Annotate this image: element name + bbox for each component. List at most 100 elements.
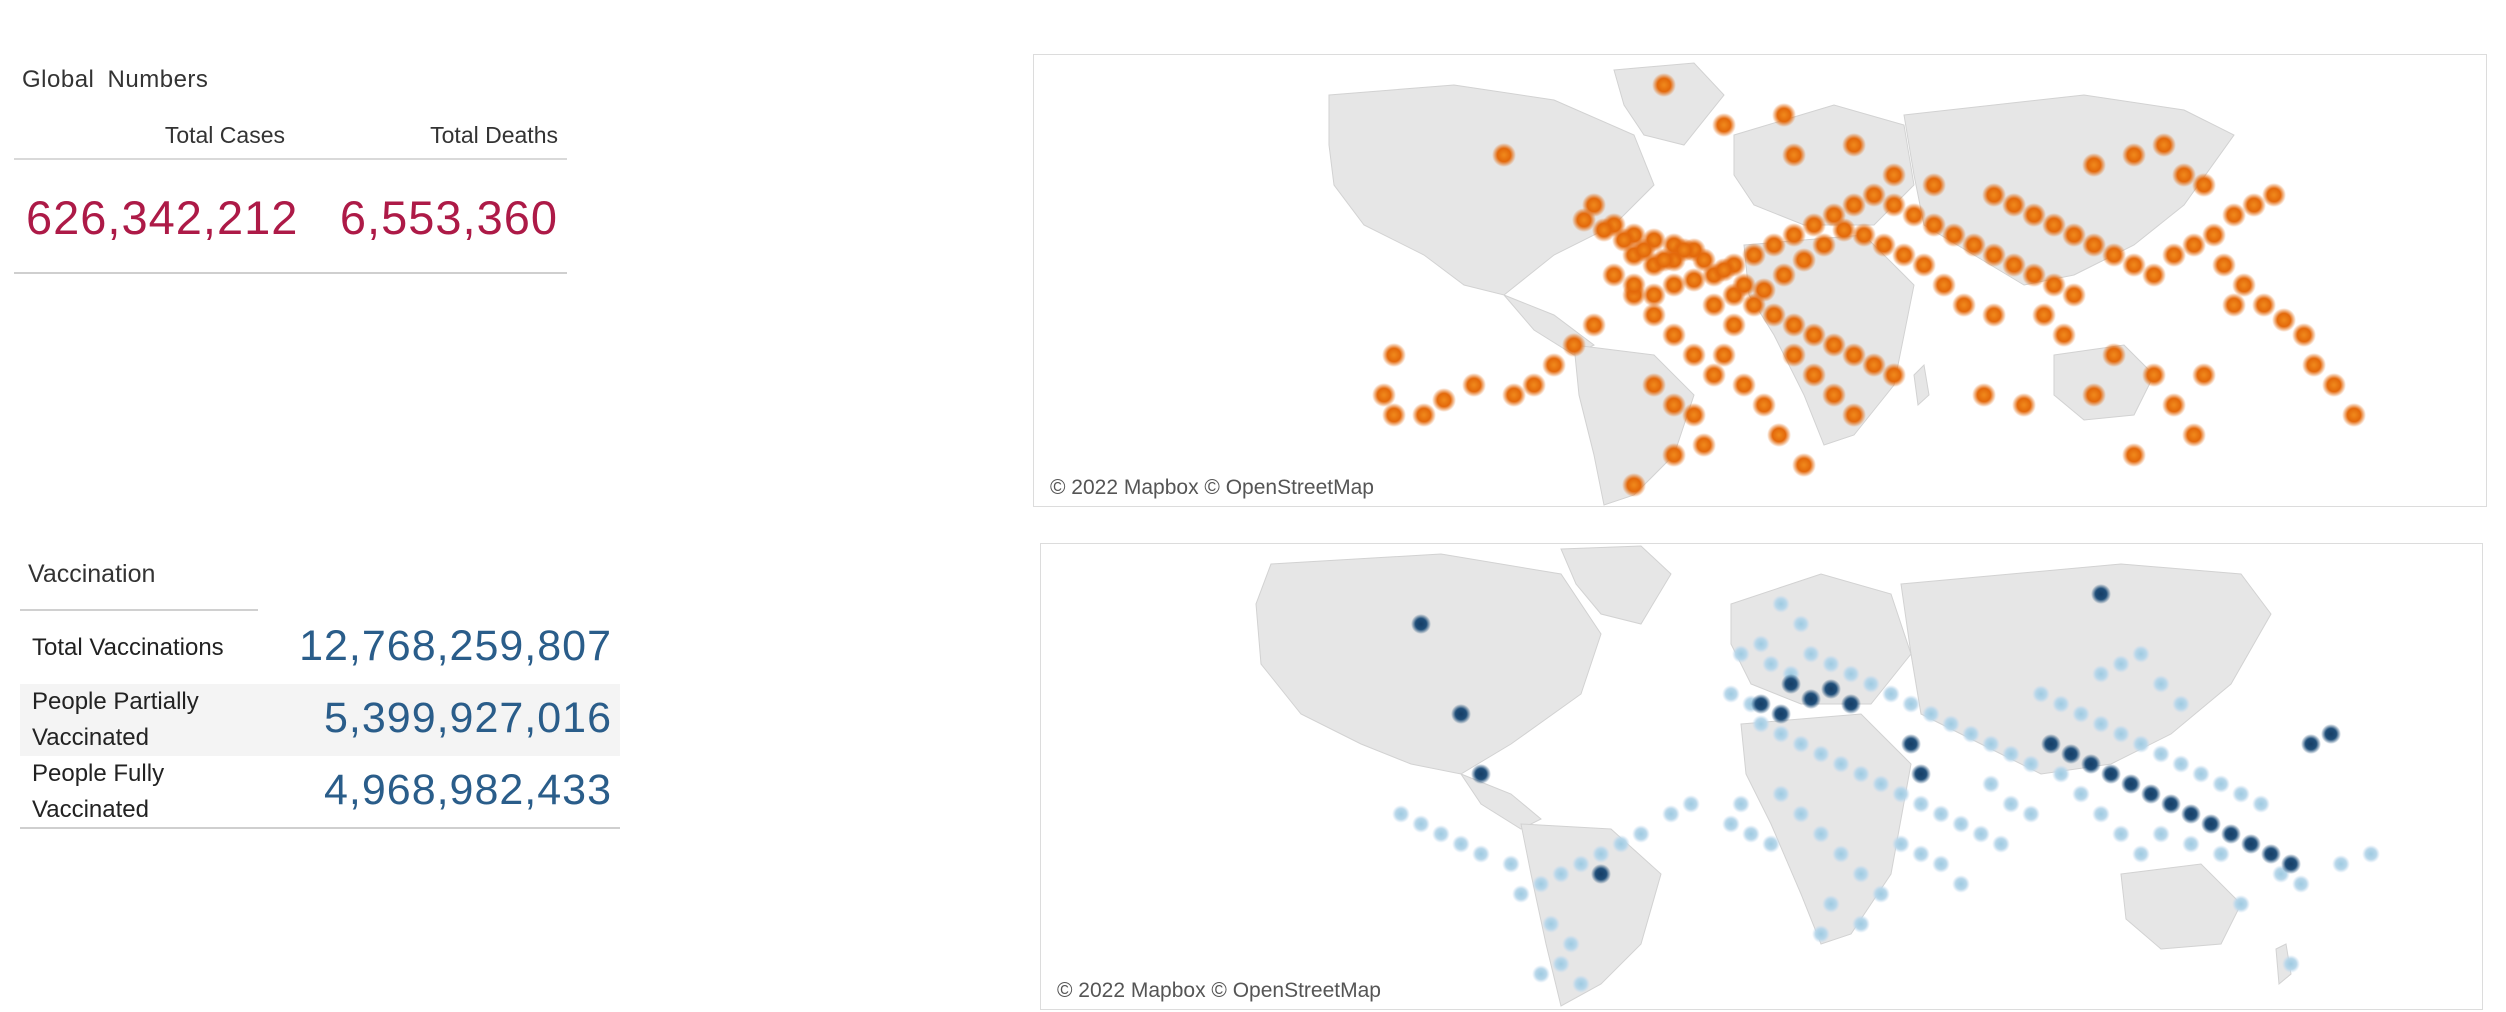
vaccination-marker: [1532, 965, 1550, 983]
case-marker: [1642, 303, 1666, 327]
vaccination-marker: [2132, 645, 2150, 663]
total-cases-header[interactable]: Total Cases: [164, 122, 285, 148]
total-deaths-header[interactable]: Total Deaths: [430, 122, 558, 148]
vaccination-marker: [1412, 815, 1430, 833]
map-attribution[interactable]: © 2022 Mapbox © OpenStreetMap: [1042, 474, 1382, 502]
vaccination-marker: [1832, 845, 1850, 863]
vaccination-marker: [2092, 715, 2110, 733]
vaccination-row-total[interactable]: Total Vaccinations 12,768,259,807: [20, 612, 620, 684]
case-marker: [2122, 143, 2146, 167]
case-marker: [1872, 233, 1896, 257]
vaccination-marker: [1892, 835, 1910, 853]
vaccination-marker: [1952, 815, 1970, 833]
vaccination-marker: [1762, 655, 1780, 673]
case-marker: [1662, 443, 1686, 467]
vaccination-marker: [1792, 615, 1810, 633]
case-marker: [1882, 193, 1906, 217]
case-marker: [1812, 233, 1836, 257]
vaccination-marker: [1872, 885, 1890, 903]
case-marker: [2322, 373, 2346, 397]
vaccination-marker: [1752, 635, 1770, 653]
vaccination-row-fully[interactable]: People Fully Vaccinated 4,968,982,433: [20, 756, 620, 829]
vaccination-marker: [2002, 745, 2020, 763]
vaccination-marker-high: [2121, 774, 2141, 794]
case-marker: [2162, 393, 2186, 417]
vaccination-markers: [1392, 584, 2380, 993]
vaccination-marker: [2052, 695, 2070, 713]
case-marker: [1792, 248, 1816, 272]
vaccination-marker-high: [2201, 814, 2221, 834]
case-marker: [1922, 213, 1946, 237]
vaccination-marker: [2212, 845, 2230, 863]
case-marker: [1742, 243, 1766, 267]
case-marker: [1732, 273, 1756, 297]
vaccination-map-canvas[interactable]: [1041, 544, 2482, 1009]
vaccination-marker: [1952, 875, 1970, 893]
vaccination-marker-high: [2061, 744, 2081, 764]
case-marker: [2252, 293, 2276, 317]
vaccination-marker: [1392, 805, 1410, 823]
case-marker: [2162, 243, 2186, 267]
case-marker: [2002, 253, 2026, 277]
total-deaths-value[interactable]: 6,553,360: [339, 191, 558, 244]
case-marker: [2062, 223, 2086, 247]
vaccination-marker: [1792, 805, 1810, 823]
vaccination-marker-high: [2221, 824, 2241, 844]
vaccination-marker: [1752, 715, 1770, 733]
case-marker: [2192, 363, 2216, 387]
case-marker: [2172, 163, 2196, 187]
vaccination-marker: [2092, 805, 2110, 823]
vaccination-map[interactable]: © 2022 Mapbox © OpenStreetMap: [1040, 543, 2483, 1010]
vaccination-marker: [1762, 835, 1780, 853]
vaccination-marker: [1572, 855, 1590, 873]
case-marker: [2192, 173, 2216, 197]
vaccination-marker: [2362, 845, 2380, 863]
vaccination-marker: [1862, 675, 1880, 693]
case-marker: [1942, 223, 1966, 247]
case-marker: [2342, 403, 2366, 427]
case-marker: [2262, 183, 2286, 207]
case-marker: [1662, 393, 1686, 417]
case-marker: [1802, 323, 1826, 347]
vaccination-marker: [1912, 845, 1930, 863]
case-marker: [1612, 228, 1636, 252]
case-marker: [2232, 273, 2256, 297]
vaccination-marker: [2032, 685, 2050, 703]
vaccination-marker-high: [2281, 854, 2301, 874]
vaccination-marker: [1932, 855, 1950, 873]
vaccination-marker: [1832, 755, 1850, 773]
case-marker: [1602, 263, 1626, 287]
vaccination-marker-high: [2261, 844, 2281, 864]
total-cases-value[interactable]: 626,342,212: [26, 191, 299, 244]
vaccination-marker: [1682, 795, 1700, 813]
case-marker: [1882, 163, 1906, 187]
case-marker: [1772, 263, 1796, 287]
cases-map-canvas[interactable]: [1034, 55, 2486, 506]
case-marker: [2042, 273, 2066, 297]
case-marker: [1762, 303, 1786, 327]
map-attribution[interactable]: © 2022 Mapbox © OpenStreetMap: [1049, 977, 1389, 1005]
cases-map[interactable]: © 2022 Mapbox © OpenStreetMap: [1033, 54, 2487, 507]
case-marker: [2152, 133, 2176, 157]
case-marker: [1842, 403, 1866, 427]
case-marker: [1802, 213, 1826, 237]
vaccination-marker: [2132, 735, 2150, 753]
vaccination-marker: [1902, 695, 1920, 713]
case-marker: [1822, 383, 1846, 407]
case-marker: [2082, 153, 2106, 177]
vaccination-marker: [2332, 855, 2350, 873]
vaccination-marker: [2002, 795, 2020, 813]
vaccination-marker-high: [2101, 764, 2121, 784]
vaccination-marker: [1552, 955, 1570, 973]
case-marker: [1652, 248, 1676, 272]
vaccination-marker-high: [1781, 674, 1801, 694]
vaccination-marker: [2252, 795, 2270, 813]
vaccination-marker-high: [1901, 734, 1921, 754]
case-marker: [2292, 323, 2316, 347]
case-marker: [2302, 353, 2326, 377]
vaccination-marker-high: [1451, 704, 1471, 724]
vaccination-row-partial[interactable]: People Partially Vaccinated 5,399,927,01…: [20, 684, 620, 756]
case-marker: [1522, 373, 1546, 397]
global-numbers-values: 626,342,212 6,553,360: [14, 160, 567, 274]
vaccination-marker: [2282, 955, 2300, 973]
